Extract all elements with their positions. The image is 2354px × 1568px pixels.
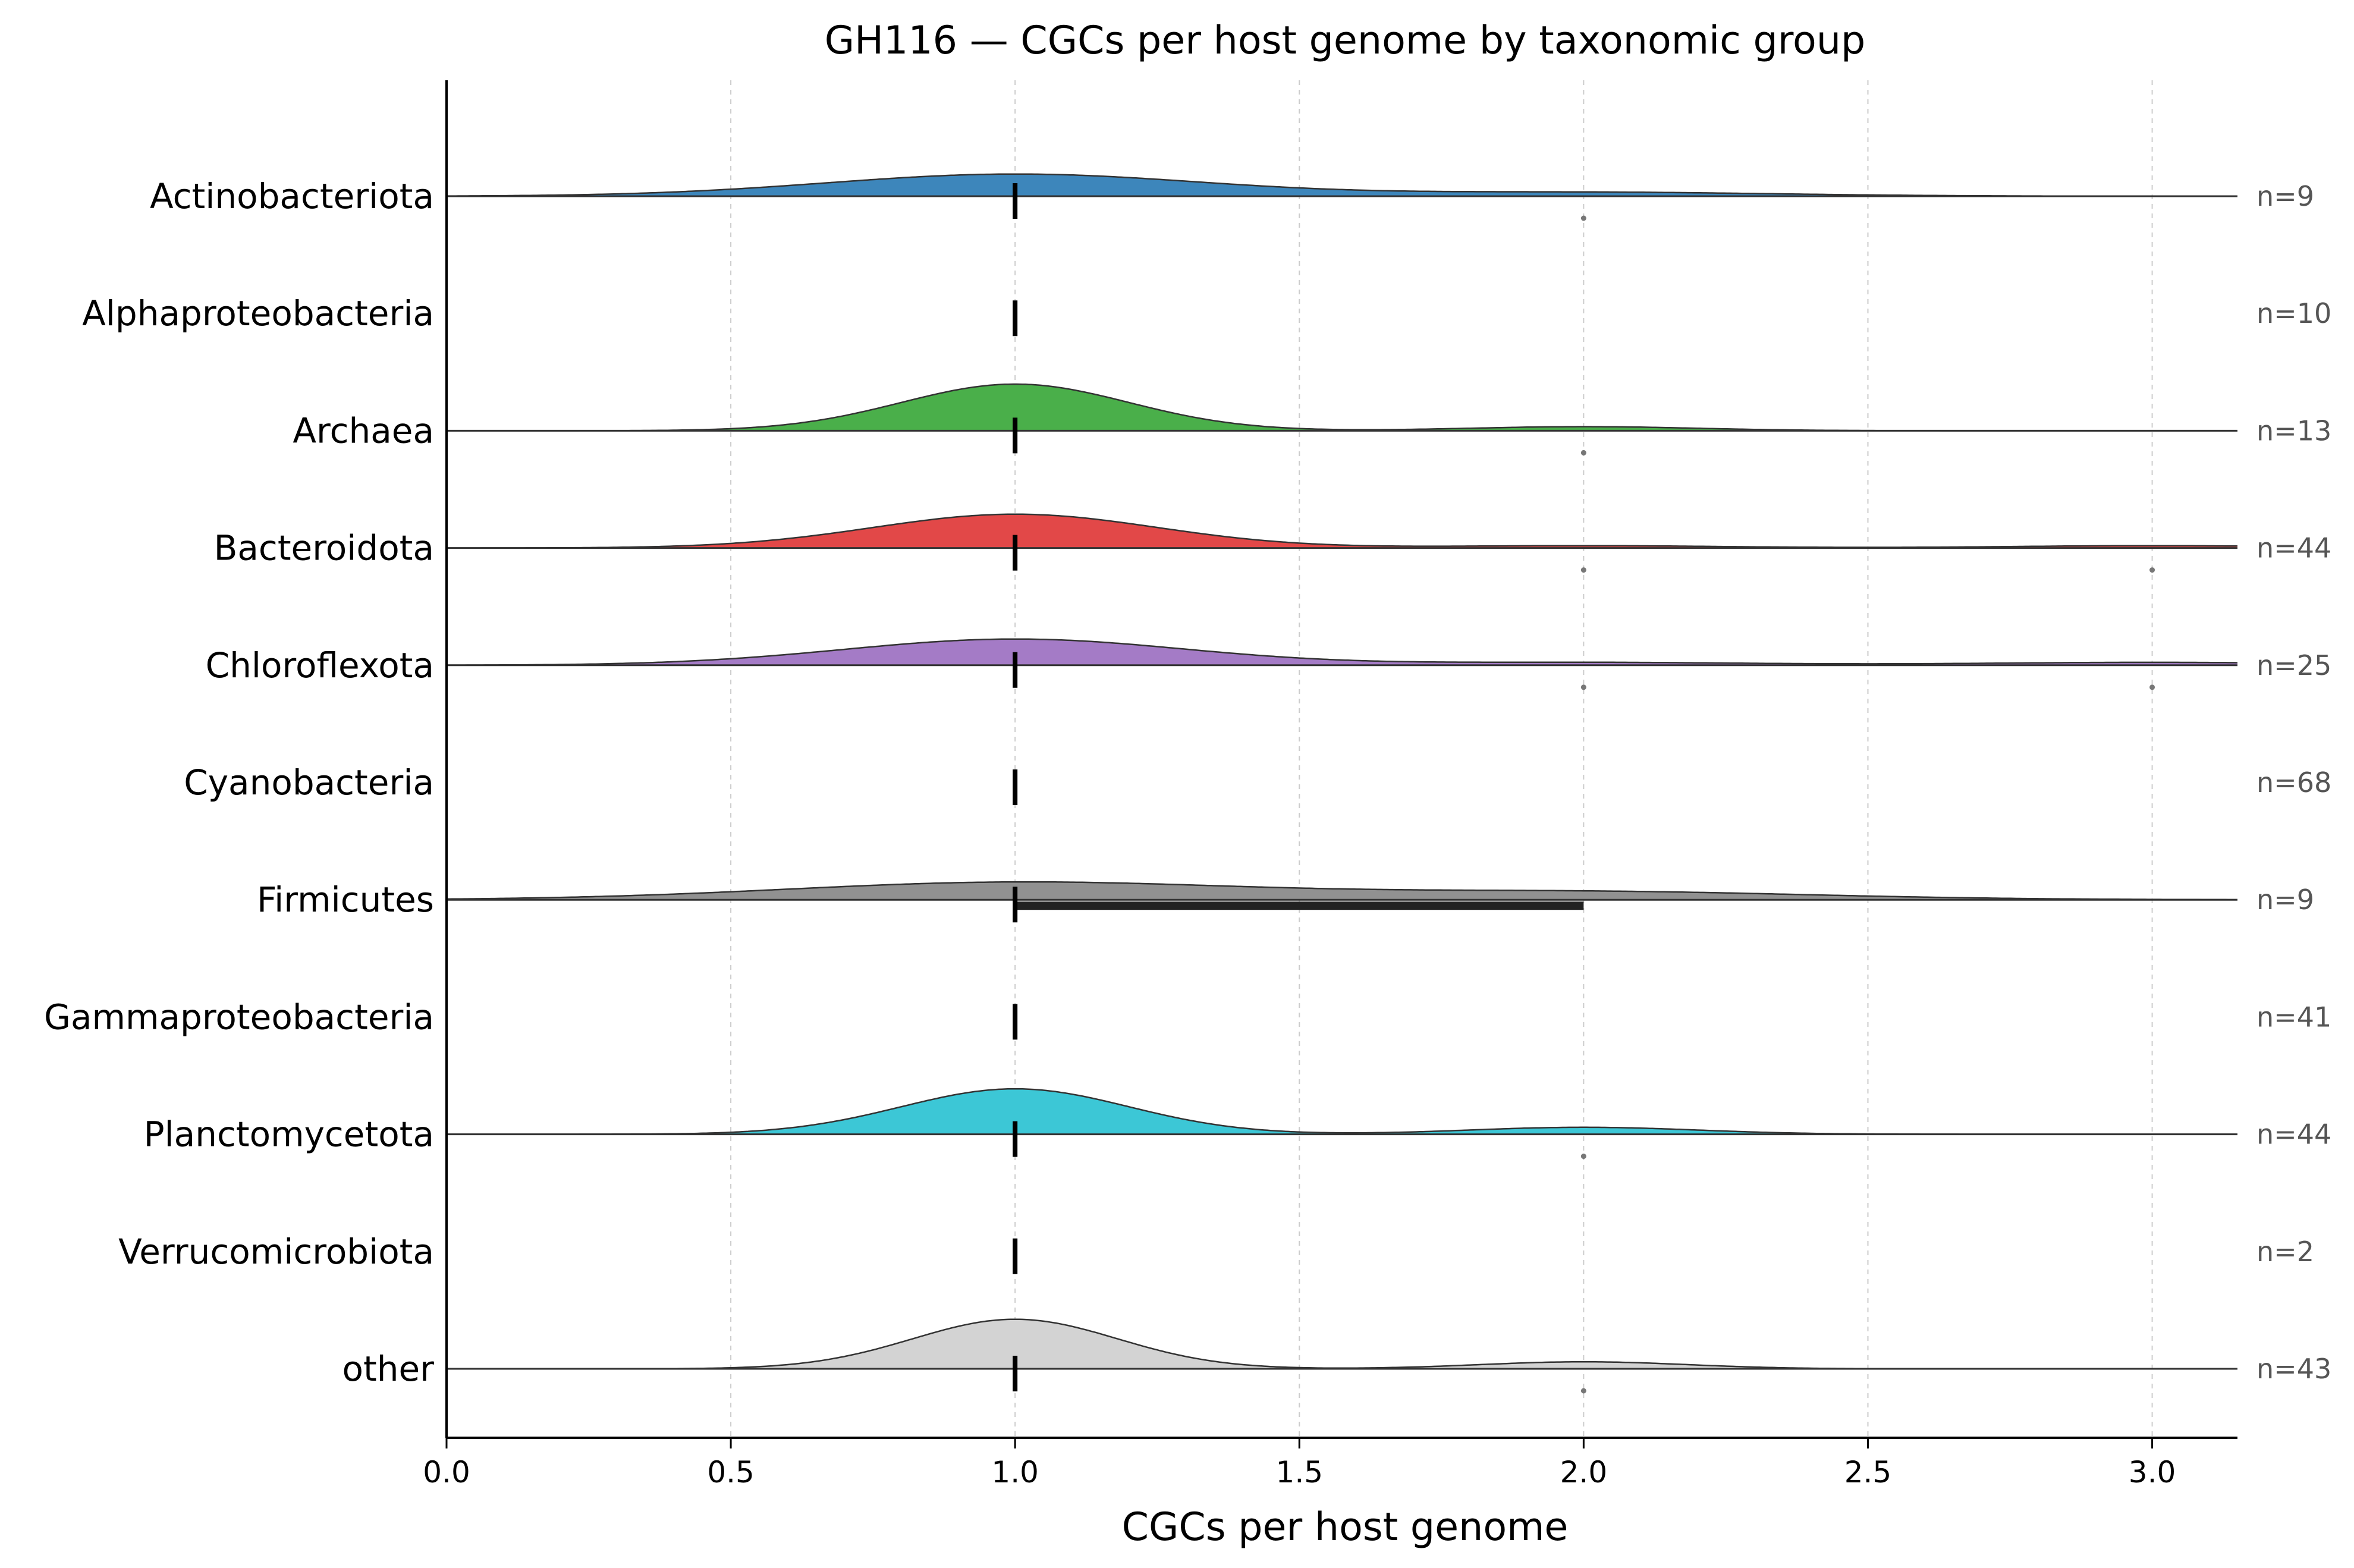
outlier-point	[1580, 1388, 1586, 1394]
x-tick-label: 0.0	[423, 1455, 470, 1490]
ridgeline-plot	[445, 173, 2238, 1394]
outlier-point	[2149, 567, 2155, 573]
density-outline	[445, 881, 2237, 901]
sample-size-label: n=10	[2256, 297, 2331, 329]
sample-size-label: n=13	[2256, 414, 2331, 447]
category-label: Firmicutes	[257, 879, 434, 920]
sample-size-label: n=68	[2256, 766, 2331, 799]
ridge-planctomycetota	[447, 1088, 2237, 1159]
outlier-point	[1580, 215, 1586, 221]
category-label: Actinobacteriota	[150, 176, 434, 216]
axes	[445, 80, 2237, 1439]
category-label: other	[342, 1349, 434, 1389]
sample-size-label: n=43	[2256, 1353, 2331, 1385]
x-tick-label: 0.5	[707, 1455, 755, 1490]
category-label: Alphaproteobacteria	[82, 293, 434, 334]
density-fill	[447, 1089, 2237, 1135]
density-fill	[447, 1319, 2237, 1369]
density-fill	[447, 514, 2237, 548]
x-tick-label: 1.5	[1276, 1455, 1324, 1490]
density-fill	[447, 384, 2237, 431]
ridge-actinobacteriota	[445, 173, 2237, 221]
density-outline	[447, 383, 2237, 432]
category-label: Archaea	[293, 410, 434, 451]
outlier-point	[2149, 684, 2155, 690]
grid-lines	[446, 80, 2153, 1438]
ridge-other	[447, 1318, 2237, 1394]
category-label: Gammaproteobacteria	[44, 997, 434, 1037]
x-tick-label: 2.0	[1560, 1455, 1608, 1490]
category-labels: Actinobacteriota Alphaproteobacteria Archa…	[44, 176, 434, 1389]
density-fill	[447, 174, 2237, 196]
sample-size-labels: n=9 n=10 n=13 n=44 n=25 n=68 n=9 n=41 n=44 n=2 n=4…	[2256, 180, 2331, 1385]
x-axis-ticks: 0.0 0.5 1.0 1.5 2.0 2.5 3.0	[423, 1438, 2176, 1490]
iqr-bar	[1015, 901, 1584, 910]
category-label: Cyanobacteria	[184, 762, 434, 803]
outlier-point	[1580, 1154, 1586, 1159]
category-label: Verrucomicrobiota	[118, 1231, 434, 1272]
category-label: Planctomycetota	[144, 1114, 434, 1155]
outlier-point	[1580, 450, 1586, 455]
sample-size-label: n=9	[2256, 884, 2314, 916]
outlier-point	[1580, 684, 1586, 690]
x-tick-label: 3.0	[2129, 1455, 2176, 1490]
chart-title: GH116 — CGCs per host genome by taxonomi…	[825, 18, 1866, 63]
ridge-archaea	[447, 383, 2237, 455]
x-axis-label: CGCs per host genome	[1122, 1505, 1569, 1550]
ridge-chloroflexota	[445, 638, 2238, 690]
x-tick-label: 2.5	[1844, 1455, 1892, 1490]
sample-size-label: n=44	[2256, 532, 2331, 564]
outlier-point	[1580, 567, 1586, 573]
ridge-bacteroidota	[445, 513, 2237, 573]
density-fill	[447, 882, 2237, 900]
ridge-firmicutes	[445, 881, 2237, 923]
sample-size-label: n=25	[2256, 649, 2331, 681]
density-outline	[447, 1318, 2237, 1370]
sample-size-label: n=2	[2256, 1236, 2314, 1268]
density-fill	[447, 639, 2237, 665]
sample-size-label: n=41	[2256, 1001, 2331, 1033]
sample-size-label: n=9	[2256, 180, 2314, 212]
density-outline	[447, 1088, 2237, 1135]
density-outline	[445, 513, 2237, 549]
category-label: Bacteroidota	[214, 528, 434, 568]
density-outline	[445, 638, 2238, 666]
sample-size-label: n=44	[2256, 1118, 2331, 1151]
category-label: Chloroflexota	[206, 645, 434, 686]
x-tick-label: 1.0	[991, 1455, 1039, 1490]
